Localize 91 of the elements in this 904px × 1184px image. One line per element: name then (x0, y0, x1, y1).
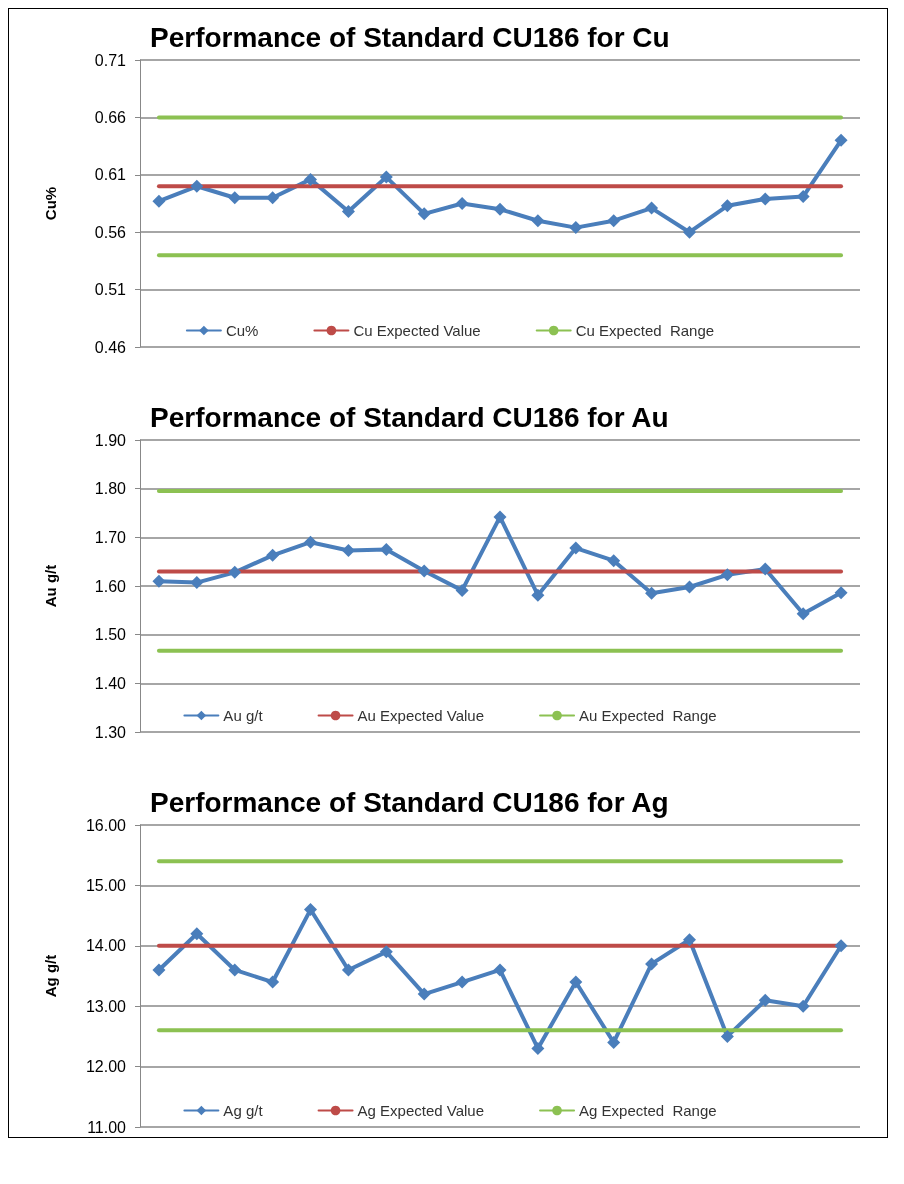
y-tick-label: 14.00 (85, 937, 127, 955)
legend-label: Ag Expected Range (579, 1102, 717, 1119)
point (720, 1029, 734, 1043)
y-tick-label: 0.61 (94, 166, 127, 184)
y-tick-label: 1.80 (94, 480, 127, 498)
point (152, 963, 166, 977)
legend-label: Au Expected Value (357, 707, 485, 724)
point (531, 588, 545, 602)
y-tick-label: 1.50 (94, 626, 127, 644)
point (341, 543, 355, 557)
point (304, 172, 318, 186)
chart-title: Performance of Standard CU186 for Cu (150, 21, 670, 53)
y-axis-title: Au g/t (42, 564, 59, 608)
chart-title: Performance of Standard CU186 for Au (150, 401, 669, 433)
point (607, 554, 621, 568)
point (607, 1035, 621, 1049)
legend-label: Cu Expected Value (353, 322, 481, 339)
point (645, 957, 659, 971)
point (569, 221, 583, 235)
point (796, 607, 810, 621)
legend-label: Ag g/t (223, 1102, 264, 1119)
point (266, 975, 280, 989)
y-tick-label: 0.46 (94, 338, 127, 356)
point (266, 548, 280, 562)
legend-label: Au g/t (223, 707, 264, 724)
y-tick-label: 0.51 (94, 281, 127, 299)
y-tick-label: 13.00 (85, 997, 127, 1015)
legend-label: Cu% (225, 322, 259, 339)
point (682, 225, 696, 239)
point (569, 541, 583, 555)
y-tick-label: 1.90 (94, 431, 127, 449)
y-tick-label: 15.00 (85, 876, 127, 894)
point (493, 202, 507, 216)
point (341, 963, 355, 977)
point (455, 975, 469, 989)
point (304, 903, 318, 917)
point (379, 945, 393, 959)
point (531, 1041, 545, 1055)
point (493, 963, 507, 977)
point (152, 194, 166, 208)
point (834, 133, 848, 147)
chart-title: Performance of Standard CU186 for Ag (150, 786, 669, 818)
point (417, 207, 431, 221)
point (645, 586, 659, 600)
point (190, 179, 204, 193)
y-axis-title: Cu% (42, 186, 59, 221)
y-tick-label: 1.30 (94, 723, 127, 741)
point (455, 197, 469, 210)
y-tick-label: 0.56 (94, 223, 127, 241)
point (228, 191, 242, 205)
point (304, 535, 318, 549)
point (796, 999, 810, 1013)
y-tick-label: 1.40 (94, 674, 127, 692)
legend-label: Cu Expected Range (575, 322, 715, 339)
y-tick-label: 11.00 (87, 1118, 127, 1136)
y-tick-label: 0.71 (94, 51, 127, 69)
point (682, 933, 696, 947)
point (190, 576, 204, 590)
y-tick-label: 12.00 (85, 1058, 127, 1076)
point (796, 190, 810, 204)
legend-label: Au Expected Range (579, 707, 717, 724)
y-axis-title: Ag g/t (42, 954, 59, 998)
point (607, 214, 621, 228)
point (758, 993, 772, 1007)
point (720, 199, 734, 213)
point (493, 510, 507, 524)
point (531, 214, 545, 228)
point (228, 565, 242, 579)
y-tick-label: 1.60 (94, 577, 127, 595)
point (758, 192, 772, 206)
legend-label: Ag Expected Value (357, 1102, 485, 1119)
y-tick-label: 16.00 (85, 816, 127, 834)
point (682, 580, 696, 594)
point (720, 568, 734, 582)
y-tick-label: 0.66 (94, 108, 127, 126)
y-tick-label: 1.70 (94, 528, 127, 546)
point (152, 574, 166, 588)
point (645, 201, 659, 215)
point (758, 562, 772, 576)
point (379, 170, 393, 184)
point (379, 543, 393, 556)
point (417, 564, 431, 578)
point (417, 987, 431, 1001)
point (228, 963, 242, 977)
point (190, 927, 204, 941)
point (455, 583, 469, 597)
point (266, 191, 280, 205)
point (341, 205, 355, 219)
point (834, 586, 848, 600)
point (569, 975, 583, 989)
point (834, 939, 848, 953)
